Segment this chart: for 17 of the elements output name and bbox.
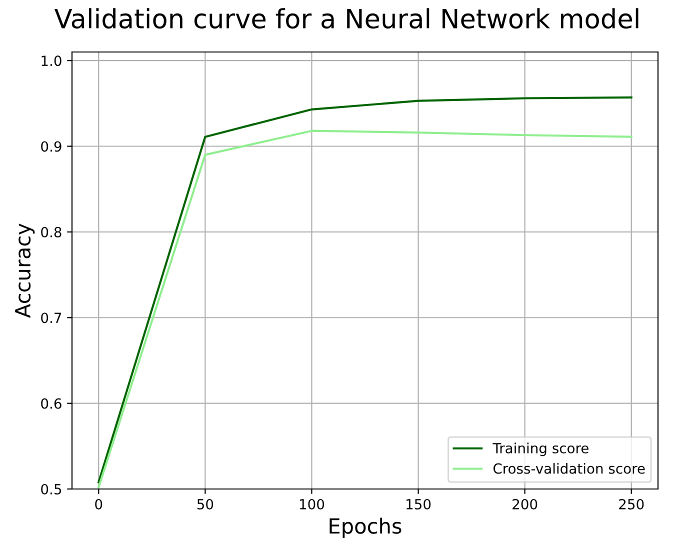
- chart-title: Validation curve for a Neural Network model: [54, 8, 638, 29]
- x-tick-label: 50: [197, 498, 214, 510]
- x-axis-title: Epochs: [330, 518, 402, 538]
- x-tick-label: 0: [95, 498, 102, 510]
- x-tick-label: 250: [619, 498, 644, 510]
- y-tick-label: 0.7: [41, 312, 62, 324]
- y-tick-label: 0.9: [41, 141, 62, 152]
- legend-label: Cross-validation score: [493, 463, 645, 474]
- y-tick-label: 1.0: [42, 56, 62, 66]
- x-tick-label: 150: [406, 498, 431, 510]
- x-tick-label: 100: [300, 498, 324, 510]
- x-tick-label: 200: [512, 498, 538, 510]
- legend-label: Training score: [492, 442, 588, 456]
- y-tick-label: 0.6: [41, 398, 62, 409]
- y-tick-label: 0.8: [41, 226, 62, 238]
- y-tick-label: 0.5: [41, 484, 62, 494]
- y-axis-title: Accuracy: [15, 224, 35, 318]
